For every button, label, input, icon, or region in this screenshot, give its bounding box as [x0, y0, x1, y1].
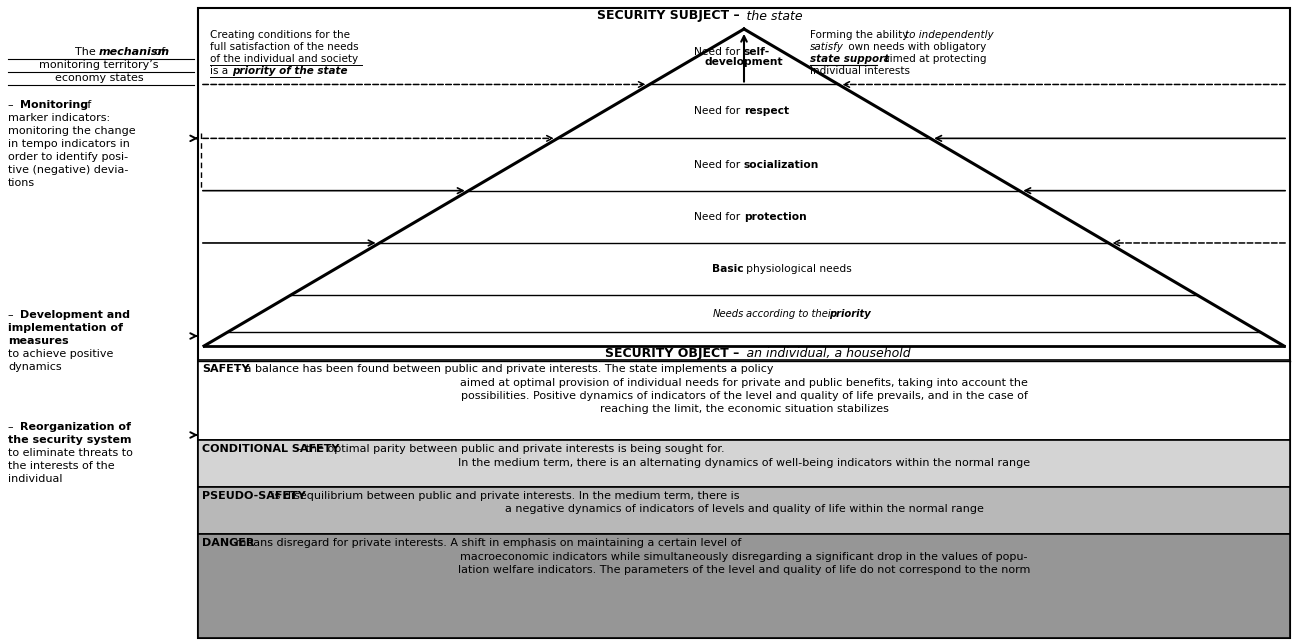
- Text: according to their: according to their: [744, 309, 838, 318]
- Text: In the medium term, there is an alternating dynamics of well-being indicators wi: In the medium term, there is an alternat…: [458, 458, 1030, 467]
- Text: of the individual and society: of the individual and society: [210, 54, 358, 64]
- Text: priority of the state: priority of the state: [232, 66, 348, 76]
- Bar: [198, 487, 1291, 534]
- Text: of: of: [77, 100, 91, 110]
- Text: is a: is a: [210, 66, 231, 76]
- Text: individual: individual: [8, 474, 62, 484]
- Text: possibilities. Positive dynamics of indicators of the level and quality of life : possibilities. Positive dynamics of indi…: [460, 391, 1027, 401]
- Text: Forming the ability: Forming the ability: [811, 30, 912, 40]
- Text: own needs with obligatory: own needs with obligatory: [846, 42, 986, 52]
- Text: state support: state support: [811, 54, 890, 64]
- Text: physiological needs: physiological needs: [744, 264, 852, 274]
- Text: satisfy: satisfy: [811, 42, 844, 52]
- Text: macroeconomic indicators while simultaneously disregarding a significant drop in: macroeconomic indicators while simultane…: [460, 552, 1027, 561]
- Text: tions: tions: [8, 178, 35, 188]
- Text: reaching the limit, the economic situation stabilizes: reaching the limit, the economic situati…: [599, 404, 888, 415]
- Text: respect: respect: [744, 107, 789, 116]
- Bar: [198, 440, 1291, 487]
- Text: Basic: Basic: [712, 264, 744, 274]
- Text: aimed at protecting: aimed at protecting: [879, 54, 987, 64]
- Text: –: –: [8, 422, 17, 432]
- Text: Reorganization of: Reorganization of: [19, 422, 131, 432]
- Text: to eliminate threats to: to eliminate threats to: [8, 448, 132, 458]
- Text: to independently: to independently: [905, 30, 994, 40]
- Text: DANGER: DANGER: [202, 538, 254, 548]
- Text: measures: measures: [8, 336, 69, 346]
- Text: priority: priority: [829, 309, 870, 318]
- Text: tive (negative) devia-: tive (negative) devia-: [8, 165, 128, 175]
- Text: Development and: Development and: [19, 310, 130, 320]
- Text: CONDITIONAL SAFETY: CONDITIONAL SAFETY: [202, 444, 340, 454]
- Text: an individual, a household: an individual, a household: [744, 347, 910, 359]
- Text: of: of: [150, 47, 165, 57]
- Text: – the optimal parity between public and private interests is being sought for.: – the optimal parity between public and …: [293, 444, 725, 454]
- Text: is disequilibrium between public and private interests. In the medium term, ther: is disequilibrium between public and pri…: [267, 491, 739, 501]
- Text: the interests of the: the interests of the: [8, 461, 114, 471]
- Text: self-: self-: [744, 47, 770, 57]
- Text: SECURITY SUBJECT –: SECURITY SUBJECT –: [597, 10, 744, 23]
- Text: economy states: economy states: [54, 73, 143, 83]
- Text: development: development: [704, 57, 783, 67]
- Text: SAFETY: SAFETY: [202, 364, 249, 374]
- Text: Creating conditions for the: Creating conditions for the: [210, 30, 350, 40]
- Text: – a balance has been found between public and private interests. The state imple: – a balance has been found between publi…: [232, 364, 774, 374]
- Text: aimed at optimal provision of individual needs for private and public benefits, : aimed at optimal provision of individual…: [460, 377, 1029, 388]
- Text: SECURITY OBJECT –: SECURITY OBJECT –: [606, 347, 744, 359]
- Text: Need for: Need for: [694, 107, 744, 116]
- Text: individual interests: individual interests: [811, 66, 910, 76]
- Bar: [198, 8, 1291, 638]
- Bar: [198, 360, 1291, 440]
- Text: PSEUDO-SAFETY: PSEUDO-SAFETY: [202, 491, 306, 501]
- Text: Need for: Need for: [694, 47, 744, 57]
- Text: to achieve positive: to achieve positive: [8, 349, 113, 359]
- Text: Monitoring: Monitoring: [19, 100, 88, 110]
- Text: protection: protection: [744, 212, 807, 222]
- Text: means disregard for private interests. A shift in emphasis on maintaining a cert: means disregard for private interests. A…: [232, 538, 742, 548]
- Text: monitoring territory’s: monitoring territory’s: [39, 60, 158, 70]
- Text: The: The: [75, 47, 99, 57]
- Text: dynamics: dynamics: [8, 362, 62, 372]
- Text: –: –: [8, 310, 17, 320]
- Text: full satisfaction of the needs: full satisfaction of the needs: [210, 42, 359, 52]
- Text: implementation of: implementation of: [8, 323, 123, 333]
- Text: Needs: Needs: [712, 309, 744, 318]
- Bar: [198, 534, 1291, 638]
- Text: marker indicators:: marker indicators:: [8, 113, 110, 123]
- Text: the security system: the security system: [8, 435, 131, 445]
- Text: a negative dynamics of indicators of levels and quality of life within the norma: a negative dynamics of indicators of lev…: [505, 505, 983, 514]
- Text: order to identify posi-: order to identify posi-: [8, 152, 128, 162]
- Text: in tempo indicators in: in tempo indicators in: [8, 139, 130, 149]
- Text: Need for: Need for: [694, 212, 744, 222]
- Text: the state: the state: [744, 10, 803, 23]
- Text: Need for: Need for: [694, 159, 744, 170]
- Text: socialization: socialization: [744, 159, 820, 170]
- Text: –: –: [8, 100, 17, 110]
- Text: monitoring the change: monitoring the change: [8, 126, 136, 136]
- Text: mechanism: mechanism: [99, 47, 170, 57]
- Text: lation welfare indicators. The parameters of the level and quality of life do no: lation welfare indicators. The parameter…: [458, 565, 1030, 575]
